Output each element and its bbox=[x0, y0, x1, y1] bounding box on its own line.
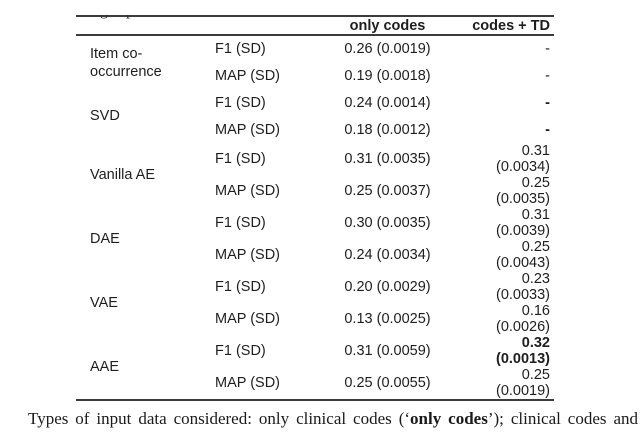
model-cell: SVD bbox=[90, 108, 120, 124]
table-row: MAP (SD) 0.25 (0.0055) 0.25 (0.0019) bbox=[76, 367, 554, 400]
value-codes-td: 0.25 (0.0035) bbox=[495, 175, 550, 207]
model-cell: VAE bbox=[90, 295, 118, 311]
value-codes-td: - bbox=[545, 121, 550, 138]
metric-cell: MAP (SD) bbox=[215, 247, 280, 263]
metric-cell: F1 (SD) bbox=[215, 215, 266, 231]
caption-text: Types of input data considered: only cli… bbox=[28, 409, 411, 428]
model-cell: AAE bbox=[90, 359, 120, 375]
table-row: MAP (SD) 0.13 (0.0025) 0.16 (0.0026) bbox=[76, 303, 554, 335]
header-model-blank bbox=[76, 16, 210, 36]
table-row: DAE F1 (SD) 0.30 (0.0035) 0.31 (0.0039) bbox=[76, 207, 554, 247]
value-codes-td: 0.31 (0.0039) bbox=[495, 207, 550, 239]
value-only-codes: 0.24 (0.0034) bbox=[344, 247, 431, 263]
metric-cell: F1 (SD) bbox=[215, 151, 266, 167]
table-row: MAP (SD) 0.25 (0.0037) 0.25 (0.0035) bbox=[76, 175, 554, 207]
value-codes-td: 0.25 (0.0043) bbox=[495, 239, 550, 271]
column-header-codes-td: codes + TD bbox=[465, 16, 554, 36]
caption-text: ’). SVD – Singular Value Decomposition; … bbox=[2, 431, 639, 434]
metric-cell: F1 (SD) bbox=[215, 343, 266, 359]
metric-cell: MAP (SD) bbox=[215, 183, 280, 199]
value-codes-td: - bbox=[545, 41, 550, 57]
table-row: Item co-occurrence F1 (SD) 0.26 (0.0019)… bbox=[76, 35, 554, 80]
value-only-codes: 0.30 (0.0035) bbox=[344, 215, 431, 231]
table-caption: Types of input data considered: only cli… bbox=[0, 408, 640, 434]
value-codes-td: - bbox=[545, 67, 550, 84]
results-table: only codes codes + TD Item co-occurrence… bbox=[76, 15, 554, 401]
model-cell: Vanilla AE bbox=[90, 167, 156, 183]
cut-off-glyph: p bbox=[126, 15, 134, 20]
table-row: MAP (SD) 0.19 (0.0018) - bbox=[76, 62, 554, 89]
value-only-codes: 0.20 (0.0029) bbox=[344, 279, 431, 295]
value-codes-td: 0.23 (0.0033) bbox=[495, 271, 550, 303]
cut-off-glyph: g bbox=[100, 15, 108, 20]
table-row: MAP (SD) 0.18 (0.0012) - bbox=[76, 116, 554, 143]
header-row: only codes codes + TD bbox=[76, 16, 554, 36]
metric-cell: F1 (SD) bbox=[215, 94, 266, 111]
model-cell: DAE bbox=[90, 231, 120, 247]
cut-off-text-fragment: g p bbox=[96, 15, 156, 22]
value-only-codes: 0.19 (0.0018) bbox=[344, 67, 431, 84]
value-only-codes: 0.31 (0.0059) bbox=[344, 343, 431, 359]
value-codes-td: - bbox=[545, 94, 550, 111]
value-only-codes: 0.18 (0.0012) bbox=[344, 121, 431, 138]
metric-cell: MAP (SD) bbox=[215, 67, 280, 84]
value-only-codes: 0.13 (0.0025) bbox=[344, 311, 431, 327]
metric-cell: F1 (SD) bbox=[215, 279, 266, 295]
value-only-codes: 0.24 (0.0014) bbox=[344, 94, 431, 111]
table-row: VAE F1 (SD) 0.20 (0.0029) 0.23 (0.0033) bbox=[76, 271, 554, 311]
caption-text: ’); clinical codes and Tabular Data (‘ bbox=[2, 409, 639, 434]
value-only-codes: 0.25 (0.0055) bbox=[344, 375, 431, 391]
model-cell: Item co-occurrence bbox=[90, 45, 162, 80]
value-codes-td: 0.25 (0.0019) bbox=[495, 367, 550, 399]
value-codes-td: 0.16 (0.0026) bbox=[495, 303, 550, 335]
table-row: AAE F1 (SD) 0.31 (0.0059) 0.32 (0.0013) bbox=[76, 335, 554, 375]
table-row: SVD F1 (SD) 0.24 (0.0014) - bbox=[76, 89, 554, 125]
table-row: Vanilla AE F1 (SD) 0.31 (0.0035) 0.31 (0… bbox=[76, 143, 554, 183]
value-only-codes: 0.26 (0.0019) bbox=[344, 41, 431, 57]
header-metric-blank bbox=[210, 16, 310, 36]
metric-cell: F1 (SD) bbox=[215, 41, 266, 57]
value-only-codes: 0.31 (0.0035) bbox=[344, 151, 431, 167]
metric-cell: MAP (SD) bbox=[215, 311, 280, 327]
metric-cell: MAP (SD) bbox=[215, 121, 280, 138]
column-header-only-codes: only codes bbox=[310, 16, 465, 36]
table-row: MAP (SD) 0.24 (0.0034) 0.25 (0.0043) bbox=[76, 239, 554, 271]
value-codes-td: 0.31 (0.0034) bbox=[495, 143, 550, 175]
value-codes-td-best: 0.32 (0.0013) bbox=[495, 335, 550, 367]
caption-bold-only-codes: only codes bbox=[410, 409, 488, 428]
metric-cell: MAP (SD) bbox=[215, 375, 280, 391]
caption-bold-codes-td: codes + TD bbox=[112, 431, 200, 434]
value-only-codes: 0.25 (0.0037) bbox=[344, 183, 431, 199]
